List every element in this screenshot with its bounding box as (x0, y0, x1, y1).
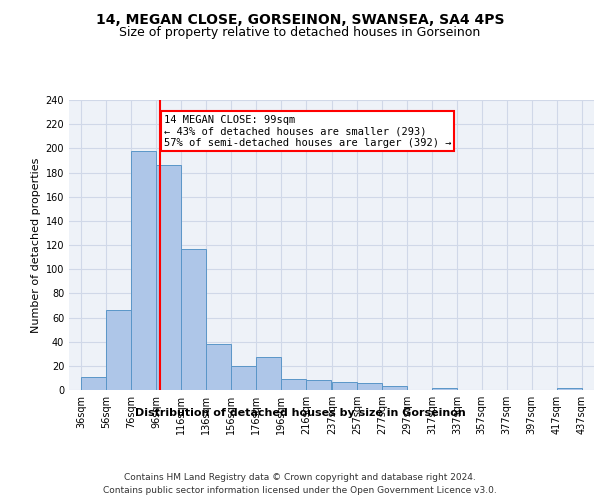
Bar (432, 388, 457, 390)
Bar (332, 382, 357, 390)
Bar (106, 310, 131, 390)
Text: Contains HM Land Registry data © Crown copyright and database right 2024.: Contains HM Land Registry data © Crown c… (124, 472, 476, 482)
Bar (281, 379, 306, 390)
Bar (82, 376, 106, 390)
Text: 14 MEGAN CLOSE: 99sqm
← 43% of detached houses are smaller (293)
57% of semi-det: 14 MEGAN CLOSE: 99sqm ← 43% of detached … (164, 114, 451, 148)
Y-axis label: Number of detached properties: Number of detached properties (31, 158, 41, 332)
Bar (306, 380, 331, 390)
Bar (181, 248, 206, 390)
Bar (131, 151, 156, 390)
Text: Distribution of detached houses by size in Gorseinon: Distribution of detached houses by size … (134, 408, 466, 418)
Bar (357, 383, 382, 390)
Bar (382, 386, 407, 390)
Text: 14, MEGAN CLOSE, GORSEINON, SWANSEA, SA4 4PS: 14, MEGAN CLOSE, GORSEINON, SWANSEA, SA4… (96, 12, 504, 26)
Text: Contains public sector information licensed under the Open Government Licence v3: Contains public sector information licen… (103, 486, 497, 495)
Text: Size of property relative to detached houses in Gorseinon: Size of property relative to detached ho… (119, 26, 481, 39)
Bar (231, 366, 256, 390)
Bar (206, 344, 231, 390)
Bar (557, 388, 581, 390)
Bar (256, 358, 281, 390)
Bar (156, 166, 181, 390)
